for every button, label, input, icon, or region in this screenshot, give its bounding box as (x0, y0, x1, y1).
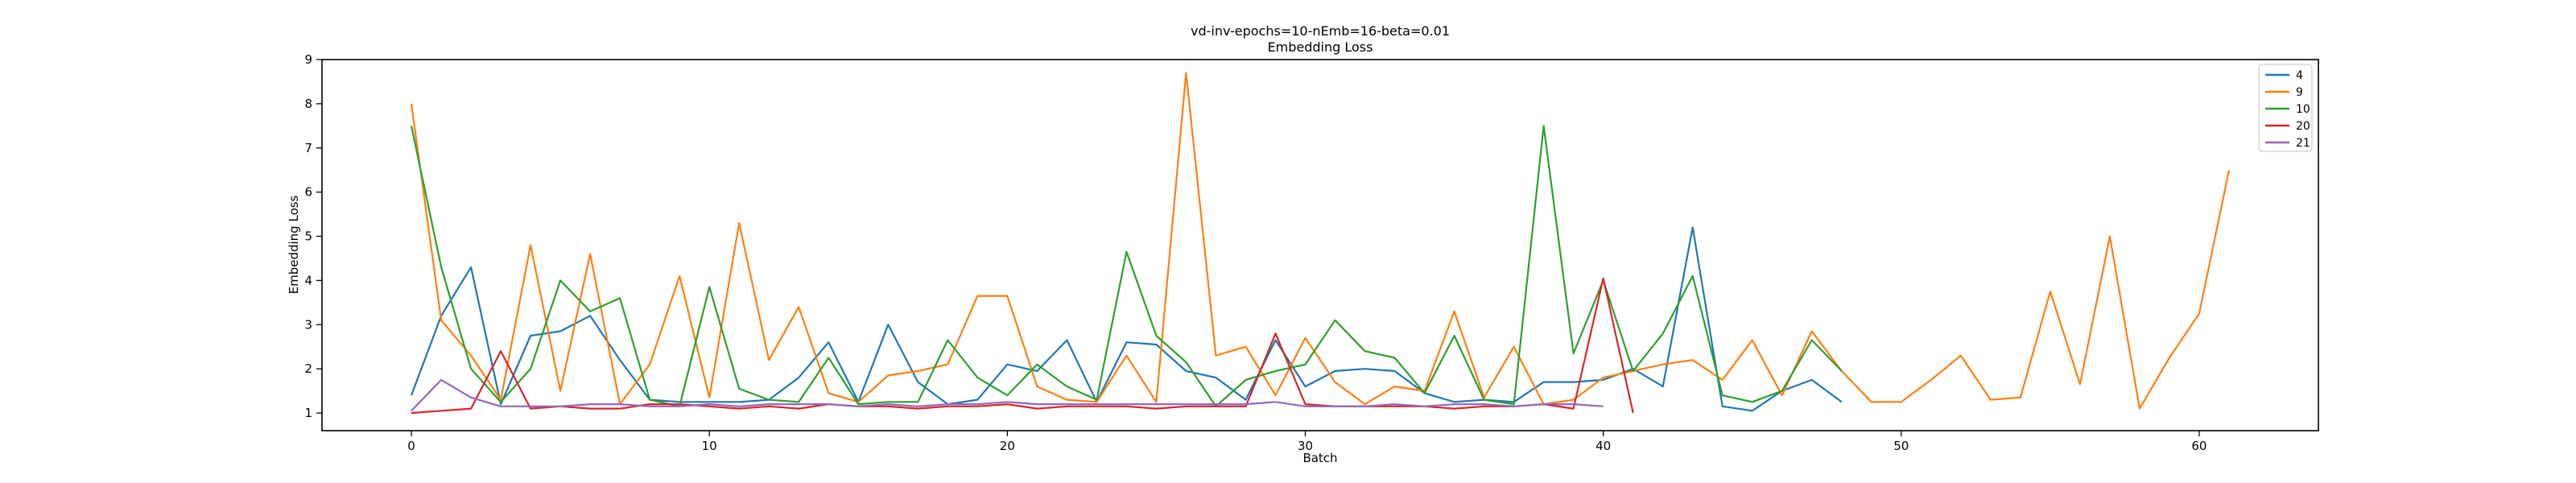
x-tick-label: 40 (1596, 439, 1611, 453)
axis-ticks: 0 10 20 30 40 50 60 1 2 3 4 5 6 7 8 9 (304, 52, 2207, 453)
x-tick-label: 0 (407, 439, 415, 453)
y-axis-label: Embedding Loss (287, 195, 301, 294)
x-axis-label: Batch (1302, 451, 1337, 465)
legend-label: 4 (2296, 69, 2303, 82)
y-tick-label: 8 (304, 97, 312, 111)
y-tick-label: 9 (304, 52, 312, 67)
y-tick-label: 4 (304, 273, 312, 287)
series-line-10 (410, 125, 1843, 407)
series-line-9 (410, 72, 2231, 410)
legend-label: 20 (2296, 120, 2310, 133)
y-tick-label: 1 (304, 406, 312, 420)
series-line-21 (411, 378, 1604, 412)
y-tick-label: 3 (304, 317, 312, 332)
chart-subtitle: Embedding Loss (1268, 39, 1373, 55)
x-tick-label: 10 (702, 439, 717, 453)
x-tick-label: 30 (1298, 439, 1313, 453)
plot-frame (321, 59, 2319, 431)
legend: 4 9 10 20 21 (2258, 64, 2313, 152)
y-tick-label: 7 (304, 141, 312, 155)
legend-label: 9 (2296, 86, 2303, 99)
y-tick-label: 2 (304, 361, 312, 376)
y-tick-label: 5 (304, 229, 312, 244)
chart-title: vd-inv-epochs=10-nEmb=16-beta=0.01 (1191, 23, 1450, 39)
x-tick-label: 50 (1893, 439, 1909, 453)
legend-label: 21 (2296, 137, 2310, 150)
x-tick-label: 20 (1000, 439, 1015, 453)
y-tick-label: 6 (304, 185, 312, 200)
legend-label: 10 (2296, 103, 2310, 116)
series-group (410, 72, 2231, 415)
x-tick-label: 60 (2191, 439, 2207, 453)
